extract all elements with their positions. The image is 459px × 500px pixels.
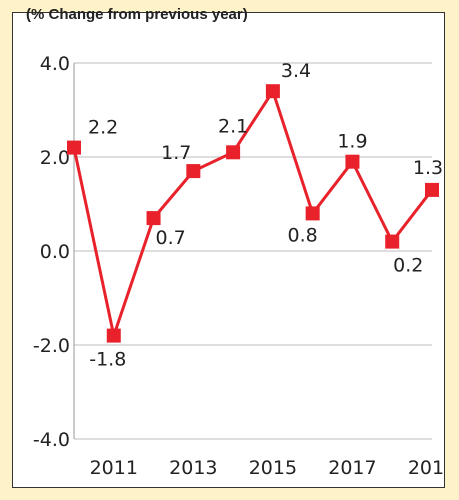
x-tick-label: 2017 — [328, 457, 376, 479]
x-tick-labels: 2011 2013 2015 2017 2019 — [90, 457, 445, 479]
data-label: 2.1 — [218, 115, 248, 137]
data-point-marker — [305, 206, 320, 221]
x-tick-label: 2013 — [169, 457, 217, 479]
unit-label: (% Change from previous year) — [26, 6, 248, 23]
y-tick-label: -2.0 — [33, 335, 70, 357]
data-label: 0.2 — [393, 255, 423, 277]
data-label: 0.7 — [156, 227, 186, 249]
data-point-marker — [186, 164, 201, 179]
y-tick-label: -4.0 — [33, 429, 70, 451]
y-tick-label: 4.0 — [40, 53, 70, 75]
grid-lines — [74, 62, 432, 440]
y-tick-label: 2.0 — [40, 147, 70, 169]
data-point-marker — [67, 140, 81, 155]
data-point-marker — [226, 145, 241, 160]
data-point-marker — [265, 84, 280, 99]
chart-frame — [12, 12, 445, 488]
data-point-marker — [345, 154, 360, 169]
data-label: -1.8 — [89, 349, 126, 371]
x-tick-label: 2015 — [249, 457, 297, 479]
series-layer — [67, 84, 439, 343]
data-label: 1.3 — [413, 157, 443, 179]
data-label: 1.7 — [161, 142, 191, 164]
x-tick-label: 2019 — [408, 457, 445, 479]
x-tick-label: 2011 — [90, 457, 138, 479]
line-chart: 4.0 2.0 0.0 -2.0 -4.0 2011 2013 2015 2017 2019 2… — [33, 53, 445, 479]
series-line — [72, 89, 434, 338]
data-point-marker — [106, 328, 121, 343]
data-label: 3.4 — [281, 60, 311, 82]
data-label: 0.8 — [288, 224, 318, 246]
y-tick-labels: 4.0 2.0 0.0 -2.0 -4.0 — [33, 53, 70, 451]
data-point-marker — [425, 182, 439, 197]
data-labels: 2.2 -1.8 0.7 1.7 2.1 3.4 0.8 1.9 0.2 1.3 — [88, 60, 443, 370]
data-label: 2.2 — [88, 117, 118, 139]
data-point-marker — [146, 211, 161, 226]
y-tick-label: 0.0 — [40, 241, 70, 263]
data-label: 1.9 — [337, 131, 367, 153]
data-point-marker — [385, 234, 400, 249]
